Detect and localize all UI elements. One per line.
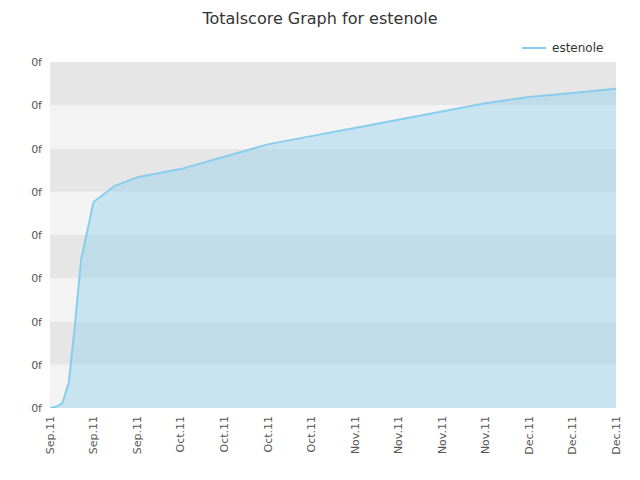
x-tick-label: Dec.11 <box>523 416 536 455</box>
y-tick-label: 0f <box>31 56 43 69</box>
x-tick-label: Dec.11 <box>610 416 623 455</box>
x-tick-label: Oct.11 <box>218 416 231 453</box>
legend-swatch <box>522 47 546 49</box>
x-tick-label: Sep.11 <box>44 416 57 454</box>
x-axis: Sep.11 Sep.11 Sep.11 Oct.11 Oct.11 Oct.11 Oct.… <box>44 416 623 455</box>
x-tick-label: Nov.11 <box>479 416 492 454</box>
plot-data <box>50 89 616 408</box>
title: Totalscore Graph for estenole <box>201 9 437 28</box>
plot-area <box>50 62 616 408</box>
x-tick-label: Nov.11 <box>436 416 449 454</box>
x-tick-label: Oct.11 <box>174 416 187 453</box>
x-tick-label: Dec.11 <box>566 416 579 455</box>
y-tick-label: 0f <box>31 359 43 372</box>
line <box>50 89 616 408</box>
x-tick-label: Sep.11 <box>131 416 144 454</box>
y-tick-label: 0f <box>31 272 43 285</box>
y-tick-label: 0f <box>31 186 43 199</box>
y-tick-label: 0f <box>31 229 43 242</box>
x-tick-label: Sep.11 <box>87 416 100 454</box>
bands <box>50 62 616 408</box>
x-tick-label: Nov.11 <box>349 416 362 454</box>
x-tick-label: Nov.11 <box>392 416 405 454</box>
y-axis: 0f 0f 0f 0f 0f 0f 0f 0f 0f <box>31 56 43 415</box>
x-tick-label: Oct.11 <box>305 416 318 453</box>
y-tick-label: 0f <box>31 316 43 329</box>
y-tick-label: 0f <box>31 402 43 415</box>
chart: 0f0f0f0f0f0f0f0f0fSep.11Sep.11Sep.11Oct.… <box>0 0 640 480</box>
legend: estenole <box>522 41 603 55</box>
area <box>50 89 616 408</box>
y-tick-label: 0f <box>31 99 43 112</box>
background <box>0 0 640 480</box>
y-tick-label: 0f <box>31 143 43 156</box>
legend-label: estenole <box>552 41 603 55</box>
x-tick-label: Oct.11 <box>262 416 275 453</box>
